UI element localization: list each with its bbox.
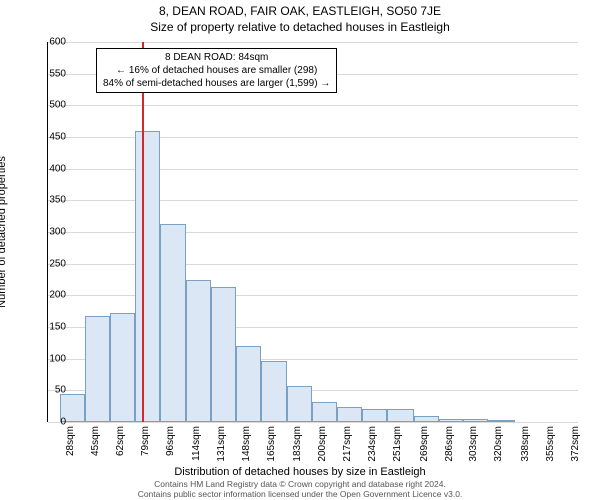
gridline-h [48, 105, 578, 106]
histogram-bar [110, 313, 135, 422]
y-tick-label: 600 [38, 37, 66, 48]
annotation-line2: ← 16% of detached houses are smaller (29… [116, 65, 317, 76]
chart-root: { "titles": { "main": "8, DEAN ROAD, FAI… [0, 0, 600, 500]
gridline-h [48, 137, 578, 138]
annotation-line1: 8 DEAN ROAD: 84sqm [165, 52, 268, 63]
footer-line2: Contains public sector information licen… [138, 489, 463, 499]
footer-attribution: Contains HM Land Registry data © Crown c… [0, 480, 600, 499]
gridline-h [48, 295, 578, 296]
chart-title-main: 8, DEAN ROAD, FAIR OAK, EASTLEIGH, SO50 … [0, 4, 600, 18]
histogram-bar [160, 224, 186, 422]
gridline-h [48, 169, 578, 170]
marker-line [142, 42, 144, 422]
histogram-bar [387, 409, 413, 422]
y-tick-label: 450 [38, 132, 66, 143]
histogram-bar [312, 402, 337, 422]
histogram-bar [362, 409, 387, 422]
y-tick-label: 50 [38, 385, 66, 396]
histogram-bar [414, 416, 439, 422]
y-tick-label: 150 [38, 322, 66, 333]
y-tick-label: 300 [38, 227, 66, 238]
chart-title-sub: Size of property relative to detached ho… [0, 20, 600, 34]
y-tick-label: 400 [38, 163, 66, 174]
gridline-h [48, 200, 578, 201]
histogram-bar [85, 316, 110, 422]
y-tick-label: 350 [38, 195, 66, 206]
histogram-bar [463, 419, 488, 422]
y-tick-label: 100 [38, 353, 66, 364]
y-tick-label: 550 [38, 68, 66, 79]
annotation-box: 8 DEAN ROAD: 84sqm ← 16% of detached hous… [96, 48, 337, 93]
histogram-bar [236, 346, 261, 422]
histogram-bar [337, 407, 362, 422]
gridline-h [48, 264, 578, 265]
gridline-h [48, 422, 578, 423]
y-tick-label: 0 [38, 417, 66, 428]
histogram-bar [186, 280, 211, 422]
histogram-bar [261, 361, 287, 422]
histogram-bar [135, 131, 160, 422]
histogram-bar [439, 419, 464, 422]
x-axis-label: Distribution of detached houses by size … [0, 466, 600, 478]
histogram-bar [211, 287, 236, 422]
plot-area: 8 DEAN ROAD: 84sqm ← 16% of detached hous… [48, 42, 578, 422]
histogram-bar [287, 386, 312, 422]
y-tick-label: 250 [38, 258, 66, 269]
gridline-h [48, 42, 578, 43]
histogram-bar [488, 420, 514, 422]
y-tick-label: 500 [38, 100, 66, 111]
gridline-h [48, 232, 578, 233]
y-tick-label: 200 [38, 290, 66, 301]
annotation-line3: 84% of semi-detached houses are larger (… [103, 78, 330, 89]
y-axis-label: Number of detached properties [0, 156, 8, 308]
